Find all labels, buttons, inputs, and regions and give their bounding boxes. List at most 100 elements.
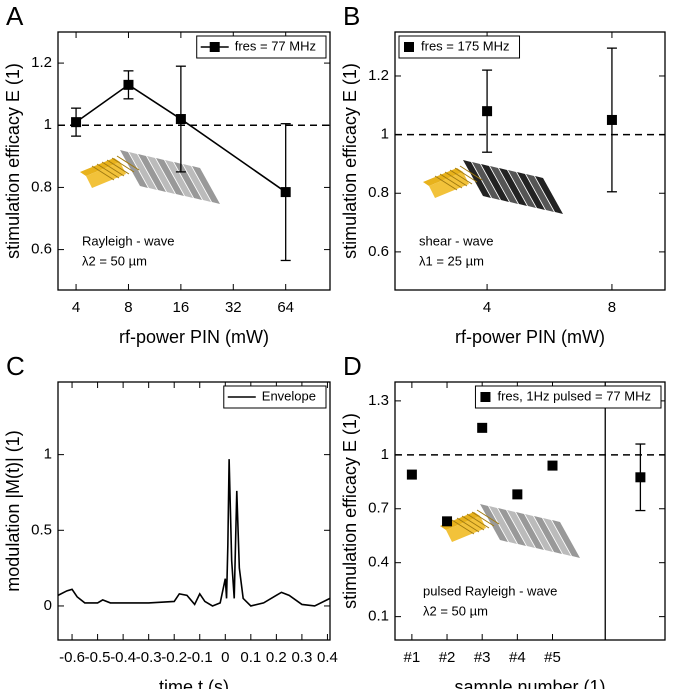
- marker: [175, 114, 186, 125]
- finger: [451, 519, 475, 535]
- marker: [406, 469, 417, 480]
- wave-stripe: [534, 516, 562, 554]
- legend: fres = 77 MHz: [196, 35, 327, 59]
- plot-frame: [57, 31, 331, 291]
- illustration: [423, 160, 563, 214]
- y-tick-label: 1.3: [368, 392, 389, 409]
- x-axis-label: rf-power PIN (mW): [119, 327, 269, 347]
- x-tick-label: 32: [225, 299, 242, 316]
- marker: [512, 489, 523, 500]
- legend-frame: [196, 35, 327, 59]
- x-tick-label: #1: [404, 649, 421, 666]
- legend-frame: [398, 35, 521, 59]
- y-tick-label: 1: [381, 446, 389, 463]
- wave-stripe: [183, 164, 211, 202]
- wave-stripe: [498, 508, 526, 546]
- marker: [280, 187, 291, 198]
- wave-stripe: [472, 162, 500, 200]
- finger: [439, 173, 463, 189]
- y-tick-label: 0.1: [368, 608, 389, 625]
- legend-swatch: [404, 42, 414, 52]
- finger: [111, 157, 135, 173]
- wave-stripe: [481, 164, 509, 202]
- x-tick-label: 4: [72, 299, 80, 316]
- finger: [434, 175, 458, 191]
- finger: [454, 167, 478, 183]
- x-tick-label: 0.4: [317, 649, 338, 666]
- y-tick-label: 0.4: [368, 554, 389, 571]
- y-tick-label: 0.5: [31, 521, 52, 538]
- marker: [477, 422, 488, 433]
- annotation: Rayleigh - wave: [82, 233, 175, 248]
- marker: [547, 460, 558, 471]
- y-tick-label: 1: [44, 116, 52, 133]
- y-tick-label: 0.8: [31, 178, 52, 195]
- wave-stripe: [517, 172, 545, 210]
- wave-stripe: [526, 174, 554, 212]
- legend-label: fres = 175 MHz: [421, 38, 510, 53]
- x-tick-label: #2: [439, 649, 456, 666]
- wave-stripe: [552, 520, 580, 558]
- x-tick-label: -0.2: [161, 649, 187, 666]
- y-tick-label: 0.6: [31, 241, 52, 258]
- y-axis-label: stimulation efficacy E (1): [3, 63, 23, 259]
- finger: [471, 511, 495, 527]
- x-tick-label: 8: [608, 299, 616, 316]
- finger: [456, 517, 480, 533]
- y-tick-label: 1.2: [31, 54, 52, 71]
- annotation: pulsed Rayleigh - wave: [423, 583, 557, 598]
- y-tick-label: 1: [44, 446, 52, 463]
- x-tick-label: 64: [277, 299, 294, 316]
- x-tick-label: 0: [221, 649, 229, 666]
- x-tick-label: -0.6: [59, 649, 85, 666]
- y-tick-label: 0.8: [368, 184, 389, 201]
- wave-stripe: [463, 160, 491, 198]
- plot-frame: [57, 381, 331, 641]
- annotation: λ1 = 25 µm: [419, 253, 484, 268]
- x-axis-label: sample number (1): [454, 677, 605, 689]
- marker: [635, 472, 646, 483]
- x-tick-label: -0.5: [85, 649, 111, 666]
- wave-stripe: [138, 154, 166, 192]
- legend-label: fres = 77 MHz: [235, 38, 316, 53]
- x-tick-label: #5: [544, 649, 561, 666]
- series-line: [57, 459, 331, 607]
- marker: [123, 79, 134, 90]
- finger: [449, 169, 473, 185]
- panel-letter: A: [6, 1, 24, 31]
- y-tick-label: 0.6: [368, 243, 389, 260]
- x-axis-label: time t (s): [159, 677, 229, 689]
- wave-stripe: [499, 168, 527, 206]
- legend-label: Envelope: [262, 388, 316, 403]
- finger: [476, 509, 500, 525]
- plot-frame: [394, 381, 666, 641]
- marker: [71, 117, 82, 128]
- plot-frame: [394, 31, 666, 291]
- panel-letter: B: [343, 1, 360, 31]
- x-tick-label: 0.2: [266, 649, 287, 666]
- illustration: [440, 504, 580, 558]
- annotation: λ2 = 50 µm: [82, 253, 147, 268]
- finger: [444, 171, 468, 187]
- y-tick-label: 0: [44, 597, 52, 614]
- x-tick-label: 4: [483, 299, 491, 316]
- marker: [606, 114, 617, 125]
- x-tick-label: 0.1: [240, 649, 261, 666]
- wave-stripe: [508, 170, 536, 208]
- y-axis-label: stimulation efficacy E (1): [340, 63, 360, 259]
- wave-stripe: [147, 156, 175, 194]
- wave-stripe: [129, 152, 157, 190]
- finger: [466, 513, 490, 529]
- legend-frame: [223, 385, 327, 409]
- finger: [116, 155, 140, 171]
- marker: [442, 516, 453, 527]
- marker: [482, 106, 493, 117]
- y-axis-label: stimulation efficacy E (1): [340, 413, 360, 609]
- finger: [461, 515, 485, 531]
- x-tick-label: 0.3: [291, 649, 312, 666]
- finger: [96, 163, 120, 179]
- x-axis-label: rf-power PIN (mW): [455, 327, 605, 347]
- wave-stripe: [507, 510, 535, 548]
- x-tick-label: #4: [509, 649, 526, 666]
